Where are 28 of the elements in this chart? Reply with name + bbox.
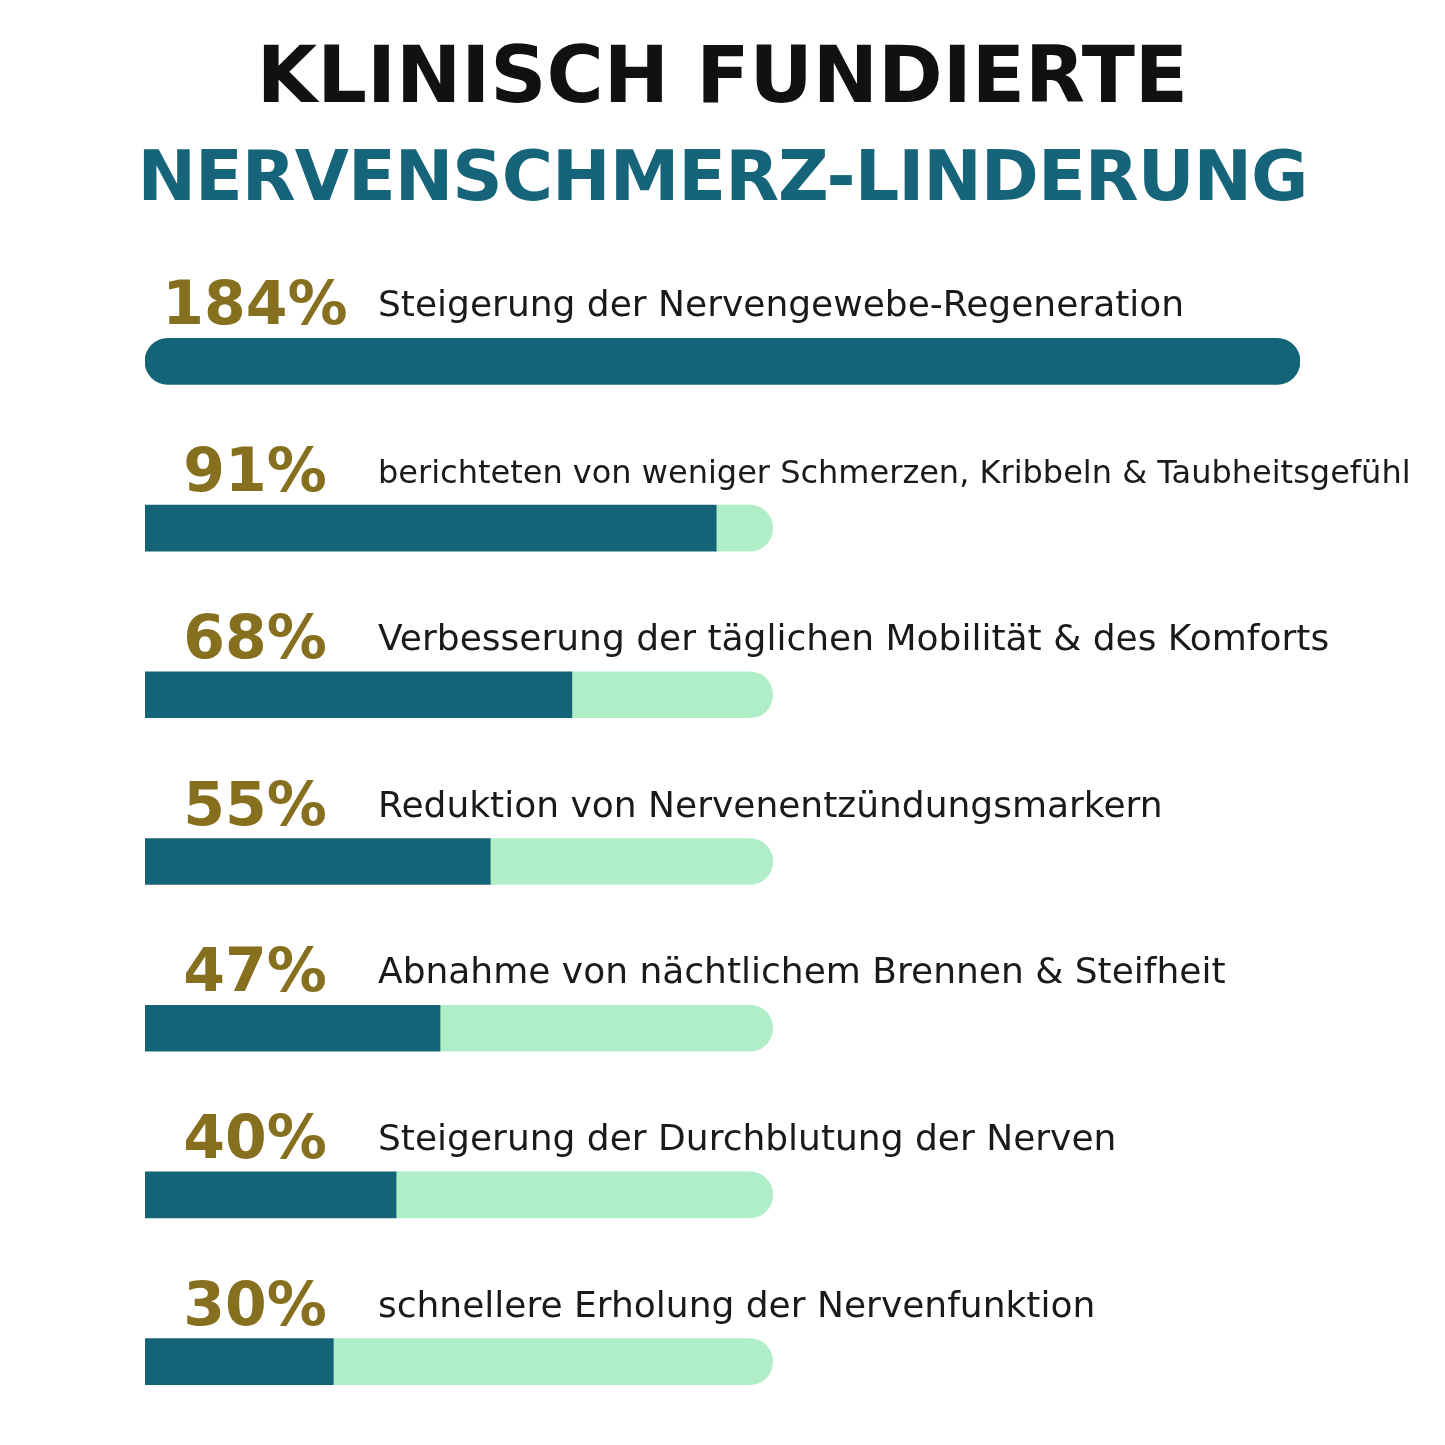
y-tick-label: Reduktion von Nervenentzündungsmarkern — [378, 783, 1163, 825]
bar — [489, 838, 774, 885]
data-label: 55% — [183, 768, 327, 839]
bar — [145, 1004, 441, 1052]
bar — [395, 1171, 774, 1219]
data-label: 184% — [162, 268, 348, 339]
bar — [145, 338, 1300, 385]
data-label: 47% — [183, 935, 327, 1006]
data-label: 68% — [183, 601, 327, 672]
bar — [439, 1004, 774, 1052]
bar — [145, 838, 491, 885]
data-label: 30% — [183, 1268, 327, 1339]
chart-subtitle: NERVENSCHMERZ-LINDERUNG — [136, 135, 1309, 217]
bar — [145, 504, 717, 552]
bar — [145, 1338, 334, 1385]
bar — [145, 671, 573, 719]
bar — [332, 1338, 774, 1385]
bar — [145, 1171, 397, 1219]
y-tick-label: Steigerung der Nervengewebe-Regeneration — [378, 283, 1185, 325]
y-tick-label: berichteten von weniger Schmerzen, Kribbeln & Taubheitsgefühl — [378, 453, 1411, 492]
bar — [571, 671, 774, 719]
chart-title: KLINISCH FUNDIERTE — [255, 30, 1190, 120]
y-tick-label: schnellere Erholung der Nervenfunktion — [378, 1283, 1096, 1325]
y-tick-label: Abnahme von nächtlichem Brennen & Steifheit — [378, 950, 1226, 992]
y-tick-label: Verbesserung der täglichen Mobilität & des Komforts — [378, 616, 1330, 658]
data-label: 91% — [183, 435, 327, 506]
data-label: 40% — [183, 1101, 327, 1172]
y-tick-label: Steigerung der Durchblutung der Nerven — [378, 1116, 1117, 1158]
